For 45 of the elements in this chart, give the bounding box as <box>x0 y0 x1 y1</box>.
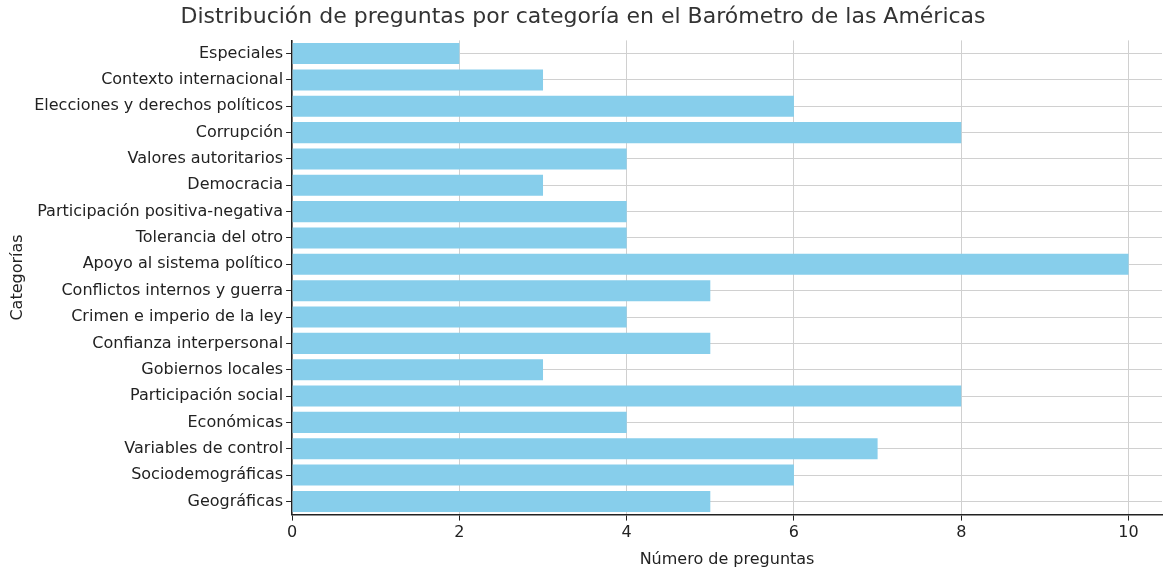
y-tick-label: Confianza interpersonal <box>92 332 284 352</box>
bar <box>292 411 627 433</box>
y-tick-label: Crimen e imperio de la ley <box>71 306 284 326</box>
bar <box>292 464 794 486</box>
y-tick-label: Conflictos internos y guerra <box>61 279 284 299</box>
y-axis-title: Categorías <box>6 234 26 321</box>
bar <box>292 359 544 381</box>
bar <box>292 201 627 223</box>
y-tick-label: Participación positiva-negativa <box>37 200 284 220</box>
y-tick-label: Tolerancia del otro <box>134 227 284 247</box>
x-axis-title: Número de preguntas <box>639 548 815 568</box>
y-tick-label: Sociodemográficas <box>131 464 284 484</box>
chart-title: Distribución de preguntas por categoría en el Barómetro de las Américas <box>180 2 986 28</box>
bar <box>292 253 1129 275</box>
y-tick-label: Corrupción <box>195 121 284 141</box>
bar <box>292 332 711 354</box>
bar <box>292 95 794 117</box>
bar <box>292 122 962 144</box>
x-tick-label: 0 <box>286 522 298 542</box>
bar <box>292 438 878 460</box>
y-tick-label: Contexto internacional <box>101 69 284 89</box>
bar <box>292 385 962 407</box>
y-tick-label: Variables de control <box>124 437 284 457</box>
x-tick-label: 2 <box>454 522 465 542</box>
y-tick-label: Participación social <box>129 385 284 405</box>
y-tick-label: Gobiernos locales <box>141 358 284 378</box>
bar <box>292 227 627 249</box>
y-tick-label: Elecciones y derechos políticos <box>34 95 284 115</box>
y-tick-label: Apoyo al sistema político <box>82 253 284 273</box>
bar <box>292 69 544 91</box>
y-tick-label: Especiales <box>198 42 284 62</box>
bar <box>292 148 627 170</box>
y-tick-label: Geográficas <box>187 490 284 510</box>
y-tick-label: Económicas <box>187 411 284 431</box>
x-tick-label: 8 <box>956 522 967 542</box>
bar <box>292 490 711 512</box>
y-tick-label: Valores autoritarios <box>127 148 284 168</box>
x-tick-label: 6 <box>788 522 800 542</box>
bar <box>292 280 711 302</box>
y-tick-label: Democracia <box>187 174 284 194</box>
bar <box>292 43 460 65</box>
bar <box>292 306 627 328</box>
x-tick-label: 4 <box>621 522 632 542</box>
x-tick-label: 10 <box>1118 522 1139 542</box>
bar <box>292 174 544 196</box>
